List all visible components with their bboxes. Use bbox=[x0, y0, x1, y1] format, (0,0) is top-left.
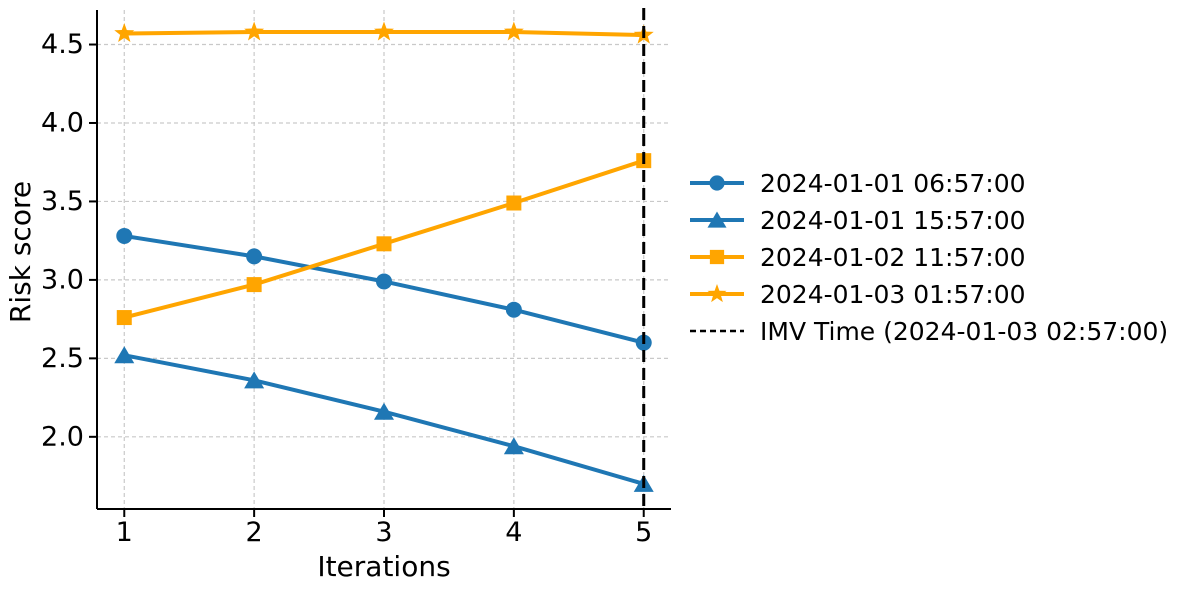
y-tick-label: 3.0 bbox=[41, 264, 84, 295]
triangle-marker bbox=[244, 371, 265, 389]
circle-marker bbox=[116, 227, 133, 244]
star-marker bbox=[707, 284, 727, 303]
circle-marker bbox=[505, 301, 522, 318]
x-tick-label: 4 bbox=[505, 517, 522, 548]
legend-item: 2024-01-03 01:57:00 bbox=[690, 280, 1026, 309]
series-triangle bbox=[114, 346, 654, 492]
legend-label: 2024-01-01 15:57:00 bbox=[760, 206, 1026, 235]
star-marker bbox=[114, 23, 135, 43]
y-tick-label: 3.5 bbox=[41, 186, 84, 217]
triangle-marker bbox=[707, 211, 727, 228]
circle-marker bbox=[709, 175, 725, 191]
star-marker bbox=[503, 21, 524, 41]
circle-marker bbox=[246, 248, 263, 265]
x-tick-label: 3 bbox=[375, 517, 392, 548]
legend: 2024-01-01 06:57:00 2024-01-01 15:57:00 20… bbox=[690, 169, 1168, 346]
circle-marker bbox=[376, 273, 392, 290]
legend-item: 2024-01-02 11:57:00 bbox=[690, 243, 1026, 272]
legend-item: 2024-01-01 06:57:00 bbox=[690, 169, 1026, 198]
y-tick-label: 2.0 bbox=[41, 421, 84, 452]
triangle-marker bbox=[114, 346, 135, 364]
square-marker bbox=[246, 277, 262, 293]
y-axis-label: Risk score bbox=[4, 181, 37, 323]
triangle-marker bbox=[503, 437, 524, 455]
legend-label: 2024-01-02 11:57:00 bbox=[760, 243, 1026, 272]
legend-label: IMV Time (2024-01-03 02:57:00) bbox=[760, 317, 1168, 346]
axes-spines bbox=[96, 10, 671, 510]
square-marker bbox=[376, 236, 392, 252]
star-marker bbox=[374, 21, 394, 41]
x-tick-label: 2 bbox=[246, 517, 263, 548]
x-tick-label: 5 bbox=[635, 517, 652, 548]
star-marker bbox=[244, 21, 265, 41]
legend-label: 2024-01-03 01:57:00 bbox=[760, 280, 1026, 309]
grid-lines bbox=[97, 10, 671, 509]
square-marker bbox=[116, 310, 132, 326]
x-tick-label: 1 bbox=[116, 517, 133, 548]
legend-item: IMV Time (2024-01-03 02:57:00) bbox=[690, 317, 1168, 346]
y-tick-label: 2.5 bbox=[41, 343, 84, 374]
y-tick-label: 4.5 bbox=[41, 29, 84, 60]
square-marker bbox=[506, 195, 522, 211]
legend-item: 2024-01-01 15:57:00 bbox=[690, 206, 1026, 235]
y-tick-label: 4.0 bbox=[41, 107, 84, 138]
series-circle bbox=[116, 227, 652, 351]
triangle-marker bbox=[374, 402, 394, 420]
square-marker bbox=[709, 249, 725, 265]
legend-label: 2024-01-01 06:57:00 bbox=[760, 169, 1026, 198]
series-square bbox=[116, 153, 652, 326]
axis-ticks: 2.0 2.5 3.0 3.5 4.0 4.5 1 2 3 4 5 bbox=[41, 29, 652, 548]
x-axis-label: Iterations bbox=[317, 550, 450, 583]
